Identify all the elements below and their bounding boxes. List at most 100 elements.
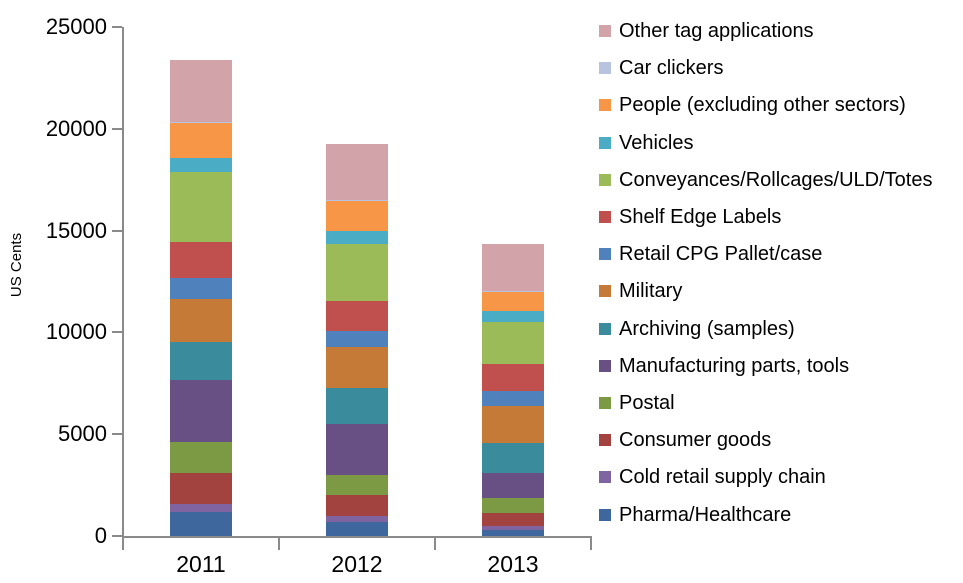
bar-segment [482, 311, 544, 323]
x-tick-label: 2013 [487, 551, 539, 577]
x-tick-mark [122, 536, 124, 550]
bar-segment [482, 291, 544, 293]
bar-segment [482, 292, 544, 312]
bar-segment [326, 521, 388, 536]
legend-item: Car clickers [599, 55, 961, 81]
bar-segment [326, 474, 388, 495]
x-tick-label: 2012 [331, 551, 383, 577]
legend-swatch [599, 323, 611, 335]
bar-segment [482, 391, 544, 406]
bar-segment [170, 380, 232, 443]
legend-item: Retail CPG Pallet/case [599, 241, 961, 267]
bar-segment [170, 122, 232, 124]
legend-swatch [599, 471, 611, 483]
legend-label: Consumer goods [619, 429, 772, 451]
bar-segment [482, 363, 544, 392]
bar-segment [170, 442, 232, 473]
x-tick-label: 2011 [176, 551, 226, 577]
bar-segment [170, 504, 232, 512]
y-tick-label: 10000 [45, 319, 107, 344]
y-axis-line [122, 27, 124, 538]
bar-segment [482, 405, 544, 444]
bar-segment [482, 530, 544, 536]
bar-segment [326, 231, 388, 245]
legend-item: People (excluding other sectors) [599, 92, 961, 118]
legend-label: Archiving (samples) [619, 318, 795, 340]
bar-segment [326, 387, 388, 424]
x-tick-mark [278, 536, 280, 550]
y-tick-mark [112, 535, 122, 537]
legend-item: Consumer goods [599, 427, 961, 453]
y-tick-mark [112, 26, 122, 28]
legend-label: Manufacturing parts, tools [619, 355, 850, 377]
bar-segment [482, 525, 544, 531]
legend-swatch [599, 509, 611, 521]
y-axis-title: US Cents [8, 232, 25, 298]
legend-swatch [599, 211, 611, 223]
bar-segment [326, 516, 388, 522]
bar-segment [170, 298, 232, 342]
legend-item: Pharma/Healthcare [599, 502, 961, 528]
bar-segment [326, 301, 388, 332]
legend-label: Cold retail supply chain [619, 466, 826, 488]
bar-segment [170, 277, 232, 299]
legend-label: Military [619, 280, 683, 302]
bar-segment [482, 497, 544, 513]
legend-swatch [599, 137, 611, 149]
bar-segment [482, 472, 544, 498]
bar-segment [326, 244, 388, 302]
legend-item: Military [599, 278, 961, 304]
y-tick-mark [112, 128, 122, 130]
bar-segment [326, 143, 388, 200]
legend-item: Cold retail supply chain [599, 464, 961, 490]
y-tick-label: 5000 [58, 421, 107, 446]
bar-segment [326, 201, 388, 232]
legend-swatch [599, 285, 611, 297]
bar-segment [482, 443, 544, 473]
bar-segment [482, 512, 544, 526]
bar-segment [326, 331, 388, 348]
legend-swatch [599, 397, 611, 409]
bar-segment [170, 241, 232, 278]
x-axis-line [122, 536, 592, 538]
y-tick-label: 20000 [45, 116, 107, 141]
legend-label: Conveyances/Rollcages/ULD/Totes [619, 169, 933, 191]
legend-label: Pharma/Healthcare [619, 504, 792, 526]
y-tick-label: 25000 [45, 14, 107, 39]
y-tick-label: 15000 [45, 218, 107, 243]
bar-segment [482, 243, 544, 292]
legend-label: People (excluding other sectors) [619, 94, 906, 116]
bar-segment [326, 494, 388, 517]
bar-segment [482, 322, 544, 364]
legend-item: Shelf Edge Labels [599, 204, 961, 230]
bar-segment [170, 123, 232, 158]
y-tick-mark [112, 230, 122, 232]
legend-item: Manufacturing parts, tools [599, 353, 961, 379]
legend-item: Other tag applications [599, 18, 961, 44]
x-tick-mark [434, 536, 436, 550]
legend-swatch [599, 62, 611, 74]
bar-segment [170, 59, 232, 123]
y-tick-mark [112, 433, 122, 435]
legend-swatch [599, 360, 611, 372]
x-tick-mark [590, 536, 592, 550]
bar-segment [326, 199, 388, 202]
bar-segment [170, 157, 232, 172]
legend-item: Conveyances/Rollcages/ULD/Totes [599, 167, 961, 193]
legend-label: Other tag applications [619, 20, 814, 42]
legend-label: Postal [619, 392, 675, 414]
legend-label: Vehicles [619, 132, 694, 154]
legend-swatch [599, 174, 611, 186]
legend-swatch [599, 248, 611, 260]
legend-item: Postal [599, 390, 961, 416]
legend-swatch [599, 99, 611, 111]
legend-swatch [599, 25, 611, 37]
y-tick-mark [112, 331, 122, 333]
legend-item: Archiving (samples) [599, 316, 961, 342]
bar-segment [170, 341, 232, 381]
legend-label: Shelf Edge Labels [619, 206, 782, 228]
legend-label: Retail CPG Pallet/case [619, 243, 823, 265]
y-tick-label: 0 [94, 523, 107, 548]
bar-segment [170, 511, 232, 536]
